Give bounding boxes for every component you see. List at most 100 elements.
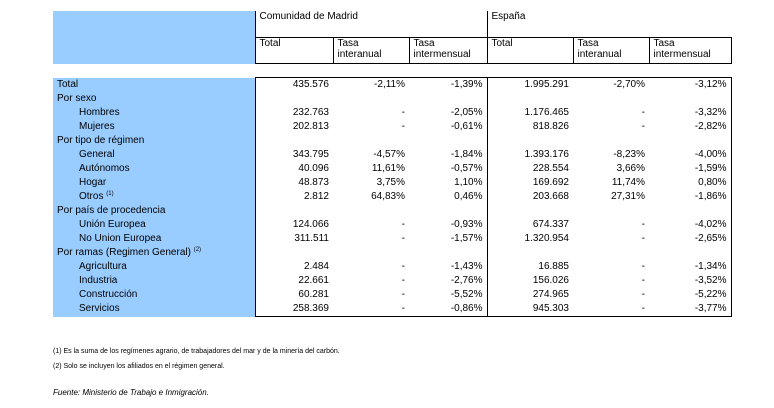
- value-cell: -: [401, 289, 405, 300]
- value-cell: -2,05%: [450, 107, 483, 118]
- value-cell: 0,46%: [454, 191, 483, 202]
- value-cell: 2.812: [254, 190, 333, 204]
- table-row: No Union Europea 311.511 - -1,57% 1.320.954 -…: [53, 232, 732, 246]
- region-spain-header: España: [486, 11, 731, 38]
- table-row: Total 435.576 -2,11% -1,39% 1.995.291 -2,70% -…: [53, 77, 732, 92]
- value-cell: [486, 92, 573, 106]
- table-row: Industria 22.661- -2,76% 156.026- -3,52%: [53, 274, 732, 288]
- row-label: Construcción: [53, 288, 255, 302]
- value-cell: [333, 134, 409, 148]
- row-label: Agricultura: [53, 260, 255, 274]
- table-row: Mujeres 202.813- -0,61% 818.826- -2,82%: [53, 120, 732, 134]
- value-cell: 156.026: [486, 274, 573, 288]
- table-row: Otros (1) 2.812 64,83% 0,46% 203.668 27,31% -1…: [53, 190, 732, 204]
- value-cell: 1.995.291: [486, 77, 573, 92]
- table-row: Construcción 60.281- -5,52% 274.965- -5,22%: [53, 288, 732, 302]
- value-cell: 203.668: [486, 190, 573, 204]
- value-cell: -0,86%: [409, 302, 487, 317]
- value-cell: 202.813: [254, 120, 333, 134]
- footnote-ref: (2): [193, 247, 202, 253]
- value-cell: -2,11%: [333, 77, 409, 92]
- value-cell: -: [401, 261, 405, 272]
- value-cell: 3,66%: [616, 163, 645, 174]
- value-cell: [254, 246, 333, 260]
- value-cell: 228.554: [486, 162, 573, 176]
- value-cell: 48.873: [254, 176, 333, 190]
- value-cell: -1,57%: [450, 233, 483, 244]
- row-label: Servicios: [53, 302, 255, 317]
- value-cell: 1.393.176: [486, 148, 573, 162]
- value-cell: -: [641, 121, 645, 132]
- value-cell: -1,86%: [649, 190, 732, 204]
- value-cell: -: [401, 219, 405, 230]
- row-label: Hogar: [53, 176, 255, 190]
- value-cell: -: [573, 302, 649, 317]
- affiliates-table: Comunidad de Madrid España Total Tasa int…: [53, 11, 732, 317]
- value-cell: 27,31%: [611, 191, 645, 202]
- value-cell: [254, 134, 333, 148]
- value-cell: 311.511: [254, 232, 333, 246]
- spacer-row: [53, 64, 731, 78]
- value-cell: -: [641, 275, 645, 286]
- value-cell: -: [641, 219, 645, 230]
- value-cell: 258.369: [254, 302, 333, 317]
- value-cell: -2,70%: [573, 77, 649, 92]
- value-cell: -1,59%: [649, 162, 732, 176]
- header-label-cell: [53, 11, 255, 38]
- col-header: Tasa interanual: [572, 37, 649, 64]
- value-cell: 1,10%: [454, 177, 483, 188]
- value-cell: 0,80%: [649, 176, 732, 190]
- value-cell: -: [641, 289, 645, 300]
- value-cell: 1.320.954: [486, 232, 573, 246]
- col-header: Total: [254, 37, 333, 64]
- value-cell: -: [401, 233, 405, 244]
- value-cell: 945.303: [486, 302, 573, 317]
- value-cell: -4,57%: [373, 149, 405, 160]
- source-note: Fuente: Ministerio de Trabajo e Inmigrac…: [53, 388, 209, 397]
- value-cell: [649, 246, 732, 260]
- value-cell: 3,75%: [376, 177, 405, 188]
- value-cell: -: [641, 261, 645, 272]
- col-header: Tasa intermensual: [408, 37, 487, 64]
- value-cell: [486, 204, 573, 218]
- row-label: Hombres: [53, 106, 255, 120]
- value-cell: [486, 246, 573, 260]
- footnote-ref: (1): [106, 191, 114, 197]
- value-cell: -: [401, 275, 405, 286]
- value-cell: 124.066: [254, 218, 333, 232]
- value-cell: [409, 92, 487, 106]
- value-cell: -: [333, 302, 409, 317]
- col-header: Tasa intermensual: [648, 37, 732, 64]
- table-row: General 343.795 -4,57% -1,84% 1.393.176 -8,23…: [53, 148, 732, 162]
- row-label: General: [53, 148, 255, 162]
- value-cell: 60.281: [254, 288, 333, 302]
- value-cell: 818.826: [486, 120, 573, 134]
- value-cell: -5,22%: [649, 288, 732, 302]
- row-label: Por tipo de régimen: [53, 134, 255, 148]
- col-header: Total: [486, 37, 573, 64]
- row-label: Mujeres: [53, 120, 255, 134]
- row-label: No Union Europea: [53, 232, 255, 246]
- table-row: Unión Europea 124.066- -0,93% 674.337- -4,02…: [53, 218, 732, 232]
- value-cell: [333, 92, 409, 106]
- value-cell: -4,02%: [649, 218, 732, 232]
- value-cell: [409, 204, 487, 218]
- value-cell: -2,76%: [450, 275, 483, 286]
- value-cell: [486, 134, 573, 148]
- table-row: Hombres 232.763- -2,05% 1.176.465- -3,32%: [53, 106, 732, 120]
- header-columns-row: Total Tasa interanual Tasa intermensual To…: [53, 37, 732, 64]
- col-header: Tasa interanual: [332, 37, 409, 64]
- table-row: Por país de procedencia: [53, 204, 732, 218]
- value-cell: 232.763: [254, 106, 333, 120]
- value-cell: [649, 92, 732, 106]
- value-cell: 22.661: [254, 274, 333, 288]
- value-cell: -: [641, 107, 645, 118]
- row-label: Por ramas (Regimen General) (2): [53, 246, 255, 260]
- value-cell: 40.096: [254, 162, 333, 176]
- value-cell: 343.795: [254, 148, 333, 162]
- header-region-row: Comunidad de Madrid España: [53, 11, 731, 38]
- row-label: Autónomos: [53, 162, 255, 176]
- value-cell: [333, 246, 409, 260]
- value-cell: -0,93%: [450, 219, 483, 230]
- table-row: Servicios 258.369- -0,86% 945.303- -3,77%: [53, 302, 732, 317]
